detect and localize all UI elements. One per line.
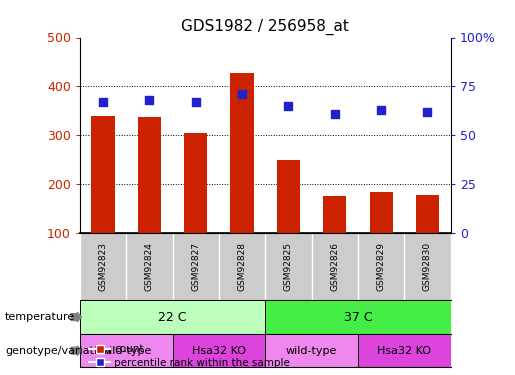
Bar <box>265 300 451 334</box>
Title: GDS1982 / 256958_at: GDS1982 / 256958_at <box>181 18 349 35</box>
Text: temperature: temperature <box>5 312 75 322</box>
Text: GSM92823: GSM92823 <box>98 242 108 291</box>
Point <box>145 97 153 103</box>
Text: GSM92827: GSM92827 <box>191 242 200 291</box>
Text: 37 C: 37 C <box>344 310 372 324</box>
Bar <box>416 195 439 233</box>
Point <box>99 99 107 105</box>
Text: GSM92828: GSM92828 <box>237 242 247 291</box>
Bar <box>80 334 173 368</box>
Text: GSM92825: GSM92825 <box>284 242 293 291</box>
Text: GSM92824: GSM92824 <box>145 242 154 291</box>
Text: Hsa32 KO: Hsa32 KO <box>192 346 246 356</box>
Legend: count, percentile rank within the sample: count, percentile rank within the sample <box>85 340 294 372</box>
Point <box>331 111 339 117</box>
Text: wild-type: wild-type <box>286 346 337 356</box>
Point <box>423 109 432 115</box>
Text: wild-type: wild-type <box>100 346 152 356</box>
Bar <box>138 117 161 233</box>
Bar <box>277 160 300 233</box>
Text: 22 C: 22 C <box>158 310 187 324</box>
Bar <box>92 116 114 233</box>
Bar <box>80 300 265 334</box>
Bar <box>323 196 346 233</box>
Bar <box>358 334 451 368</box>
Text: GSM92829: GSM92829 <box>376 242 386 291</box>
Point <box>284 103 293 109</box>
Point <box>238 91 246 97</box>
Bar <box>231 73 253 233</box>
Bar <box>369 192 392 233</box>
Bar <box>265 334 358 368</box>
Bar <box>184 133 207 233</box>
Bar <box>173 334 265 368</box>
Text: GSM92830: GSM92830 <box>423 242 432 291</box>
Text: GSM92826: GSM92826 <box>330 242 339 291</box>
Point <box>192 99 200 105</box>
Point <box>377 107 385 113</box>
Text: genotype/variation: genotype/variation <box>5 346 111 356</box>
Text: Hsa32 KO: Hsa32 KO <box>377 346 431 356</box>
